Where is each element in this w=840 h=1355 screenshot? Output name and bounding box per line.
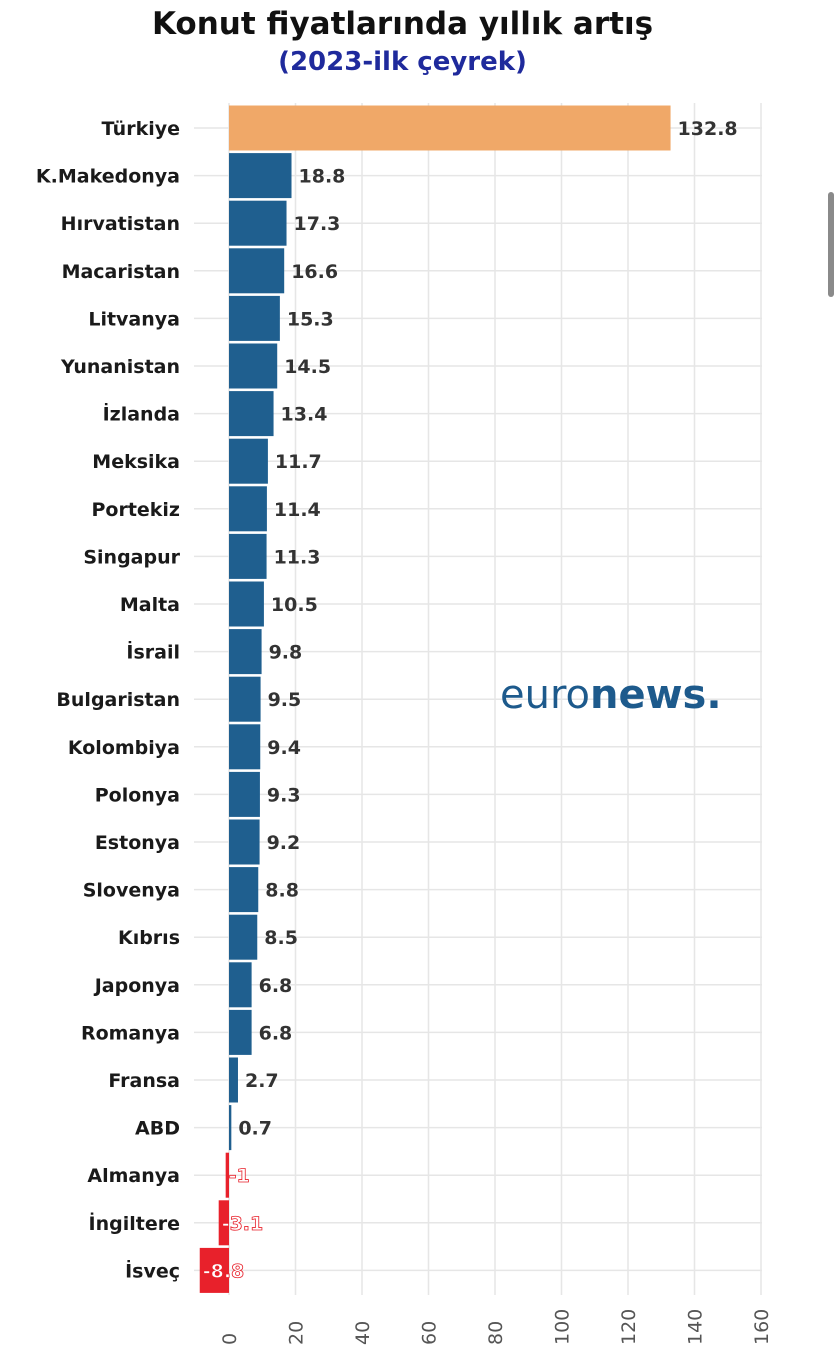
chart-title: Konut fiyatlarında yıllık artış	[151, 6, 654, 42]
data-label: 16.6	[291, 261, 338, 283]
category-label: Kıbrıs	[118, 927, 180, 949]
data-label: 9.5	[268, 689, 302, 711]
bar	[229, 343, 278, 389]
data-label: 17.3	[294, 213, 341, 235]
data-label: -8.8	[203, 1260, 245, 1282]
scrollbar-thumb[interactable]	[828, 192, 834, 297]
bar	[199, 1247, 229, 1293]
bar	[229, 295, 280, 341]
bar	[229, 1057, 238, 1103]
category-label: Kolombiya	[68, 737, 180, 759]
category-label: Slovenya	[83, 880, 180, 902]
data-label: 132.8	[678, 118, 738, 140]
data-label: 8.8	[265, 880, 299, 902]
bar	[229, 391, 274, 437]
bar	[229, 1105, 232, 1151]
bar	[229, 629, 262, 675]
data-label: 11.4	[274, 499, 321, 521]
x-tick-label: 160	[751, 1309, 773, 1345]
category-label: Türkiye	[102, 118, 180, 140]
data-label: 9.3	[267, 784, 301, 806]
data-label: 18.8	[299, 166, 346, 188]
category-label: Polonya	[95, 784, 180, 806]
bar	[229, 105, 671, 151]
data-label: 2.7	[245, 1070, 279, 1092]
data-label: 6.8	[259, 975, 293, 997]
category-label: Fransa	[108, 1070, 180, 1092]
data-label: 9.8	[269, 642, 303, 664]
category-label: İzlanda	[103, 402, 180, 426]
data-label: 10.5	[271, 594, 318, 616]
bar	[229, 581, 264, 627]
data-label: -3.1	[222, 1213, 264, 1235]
category-label: Singapur	[83, 546, 180, 568]
x-tick-label: 40	[352, 1321, 374, 1345]
data-label: 13.4	[281, 404, 328, 426]
category-label: İsrail	[126, 640, 180, 664]
x-tick-label: 60	[419, 1321, 441, 1345]
bar	[229, 248, 285, 294]
data-label: 15.3	[287, 308, 334, 330]
category-label: Yunanistan	[60, 356, 180, 378]
category-label: Bulgaristan	[56, 689, 180, 711]
category-label: Romanya	[81, 1022, 180, 1044]
logo-part-euro: euro	[500, 672, 590, 718]
x-tick-label: 20	[286, 1321, 308, 1345]
bar	[229, 1009, 252, 1055]
x-tick-label: 140	[685, 1309, 707, 1345]
category-label: Almanya	[87, 1165, 180, 1187]
data-label: 14.5	[284, 356, 331, 378]
chart-subtitle: (2023-ilk çeyrek)	[278, 47, 527, 77]
bar	[229, 724, 261, 770]
euronews-logo: euronews.	[500, 672, 722, 718]
bar	[229, 676, 261, 722]
x-tick-label: 120	[618, 1309, 640, 1345]
x-tick-label: 80	[485, 1321, 507, 1345]
bar	[229, 867, 259, 913]
bar	[229, 771, 260, 817]
category-label: ABD	[135, 1118, 180, 1140]
category-label: Japonya	[93, 975, 180, 997]
data-label: -1	[229, 1165, 250, 1187]
category-label: Macaristan	[62, 261, 180, 283]
bar	[229, 914, 258, 960]
bar	[229, 533, 267, 579]
bar	[229, 962, 252, 1008]
category-label: İngiltere	[89, 1211, 180, 1235]
bar	[229, 486, 267, 532]
data-label: 11.3	[274, 546, 321, 568]
category-label: Portekiz	[91, 499, 180, 521]
bar	[225, 1152, 229, 1198]
logo-part-news: news.	[590, 672, 722, 718]
bar	[229, 200, 287, 246]
data-label: 0.7	[238, 1118, 272, 1140]
data-label: 6.8	[259, 1022, 293, 1044]
category-label: Malta	[120, 594, 180, 616]
data-label: 11.7	[275, 451, 322, 473]
bar	[229, 438, 268, 484]
data-label: 9.4	[267, 737, 301, 759]
bar	[229, 153, 292, 199]
category-label: İsveç	[125, 1258, 180, 1282]
x-tick-label: 100	[552, 1309, 574, 1345]
bar	[218, 1200, 229, 1246]
category-label: Estonya	[95, 832, 180, 854]
category-label: Litvanya	[88, 308, 180, 330]
category-label: Hırvatistan	[61, 213, 180, 235]
bar	[229, 819, 260, 865]
category-label: Meksika	[92, 451, 180, 473]
category-label: K.Makedonya	[36, 166, 180, 188]
data-label: 8.5	[264, 927, 298, 949]
x-tick-label: 0	[219, 1333, 241, 1345]
data-label: 9.2	[267, 832, 301, 854]
